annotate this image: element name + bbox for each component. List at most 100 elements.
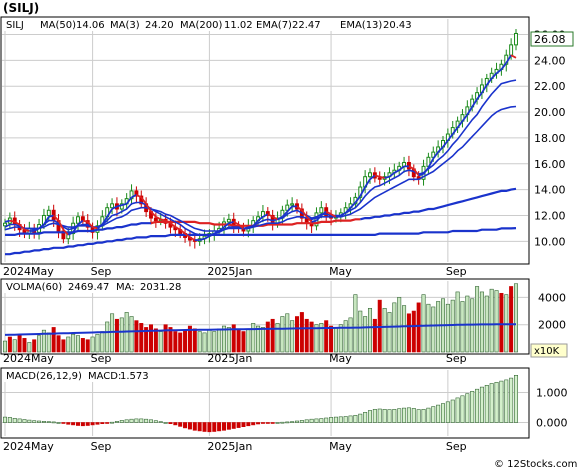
ma3-line: [179, 228, 186, 235]
macd-bar: [110, 421, 115, 424]
ma3-line: [33, 227, 40, 232]
ma3-line: [189, 236, 196, 241]
x-tick-label: Sep: [446, 352, 467, 365]
volume-bar: [445, 303, 450, 353]
last-price-badge: [530, 31, 574, 47]
macd-bar: [158, 421, 163, 423]
volume-bar: [358, 310, 363, 353]
volume-bar: [285, 313, 290, 353]
candle-body: [319, 207, 324, 214]
macd-bar: [217, 422, 222, 432]
ma3-line: [272, 215, 278, 221]
ma3-line: [374, 174, 380, 178]
volume-bar: [71, 333, 76, 353]
volume-ma-line: [4, 323, 516, 336]
volume-bar: [455, 291, 460, 353]
ma3-line: [213, 230, 220, 235]
ma3-line: [354, 195, 361, 204]
macd-bar: [304, 419, 309, 423]
macd-bar: [32, 420, 37, 423]
macd-bar: [280, 421, 285, 424]
macd-bar: [22, 419, 27, 423]
legend-ema13-value: 20.43: [383, 20, 412, 31]
volume-bar: [270, 318, 275, 353]
x-tick-label: 2025Jan: [207, 352, 252, 365]
volume-bar: [265, 321, 270, 353]
ma3-line: [505, 54, 512, 64]
x-tick-label: 2025Jan: [207, 265, 252, 278]
header-symbol: (SILJ): [3, 1, 39, 15]
x-tick-label: Sep: [446, 440, 467, 453]
candle-body: [290, 203, 295, 206]
macd-bar: [484, 384, 489, 423]
ma3-line: [349, 201, 357, 209]
volume-y-tick-label: 2000: [538, 319, 566, 332]
volume-bar: [329, 325, 334, 353]
macd-bar: [372, 408, 377, 423]
x-tick-label: May: [329, 440, 352, 453]
volume-bar: [319, 323, 324, 353]
volume-bar: [260, 327, 265, 353]
volume-bar: [246, 328, 251, 353]
ma3-line: [82, 219, 88, 223]
ma3-line: [140, 196, 147, 205]
volume-unit-badge: [530, 343, 568, 358]
x-tick-label: 2025Jan: [207, 440, 252, 453]
macd-label: MACD:: [88, 371, 121, 382]
volume-bar: [363, 316, 368, 353]
ma3-line: [199, 237, 205, 241]
macd-bar: [226, 422, 231, 430]
macd-bar: [183, 422, 188, 429]
ma3-line: [57, 220, 65, 231]
volume-bar: [426, 303, 431, 353]
macd-bar: [377, 408, 382, 423]
volume-bar: [148, 324, 154, 353]
ma3-line: [452, 127, 459, 135]
volume-unit: x10K: [534, 346, 560, 357]
candle-body: [110, 203, 115, 209]
volume-bar: [397, 297, 402, 353]
macd-bar: [51, 421, 56, 424]
ma3-line: [174, 226, 181, 231]
volume-y-tick-label: 4000: [538, 291, 566, 304]
volume-bar: [324, 320, 329, 353]
volume-bar: [460, 301, 465, 353]
macd-bar: [46, 421, 51, 423]
volume-bar: [217, 328, 222, 353]
macd-bar: [387, 409, 392, 423]
macd-legend: MACD(26,12,9) MACD: 1.573: [3, 369, 153, 382]
ma3-line: [447, 133, 454, 142]
ma3-line: [257, 216, 264, 222]
macd-bar: [246, 422, 251, 427]
ma3-line: [491, 72, 498, 80]
volume-bar: [294, 316, 300, 353]
volume-bar: [509, 286, 514, 353]
volume-bar: [17, 333, 22, 353]
volume-bar: [499, 292, 504, 353]
ma3-line: [408, 165, 415, 170]
ma3-line: [466, 106, 473, 116]
macd-bar: [358, 413, 363, 423]
macd-bar: [61, 422, 66, 424]
macd-bar: [333, 416, 338, 423]
ma3-line: [364, 178, 371, 188]
price-y-tick-label: 18.00: [534, 132, 566, 145]
macd-bar: [90, 422, 95, 426]
legend-ma50-value: 14.06: [76, 20, 105, 31]
macd-bar: [475, 388, 480, 423]
macd-value: 1.573: [120, 371, 149, 382]
volume-bar: [173, 331, 178, 353]
volume-bar: [114, 318, 119, 353]
macd-bar: [187, 422, 192, 430]
macd-bar: [212, 422, 217, 432]
volume-bar: [90, 336, 95, 353]
volume-bar: [95, 333, 100, 353]
volume-bar: [80, 338, 85, 353]
volume-bar: [41, 329, 46, 353]
macd-bar: [513, 375, 519, 423]
ma3-line: [24, 228, 30, 232]
volume-bar: [382, 308, 387, 353]
volume-bar: [75, 335, 81, 353]
ma3-line: [218, 226, 225, 232]
ma3-line: [67, 231, 74, 236]
